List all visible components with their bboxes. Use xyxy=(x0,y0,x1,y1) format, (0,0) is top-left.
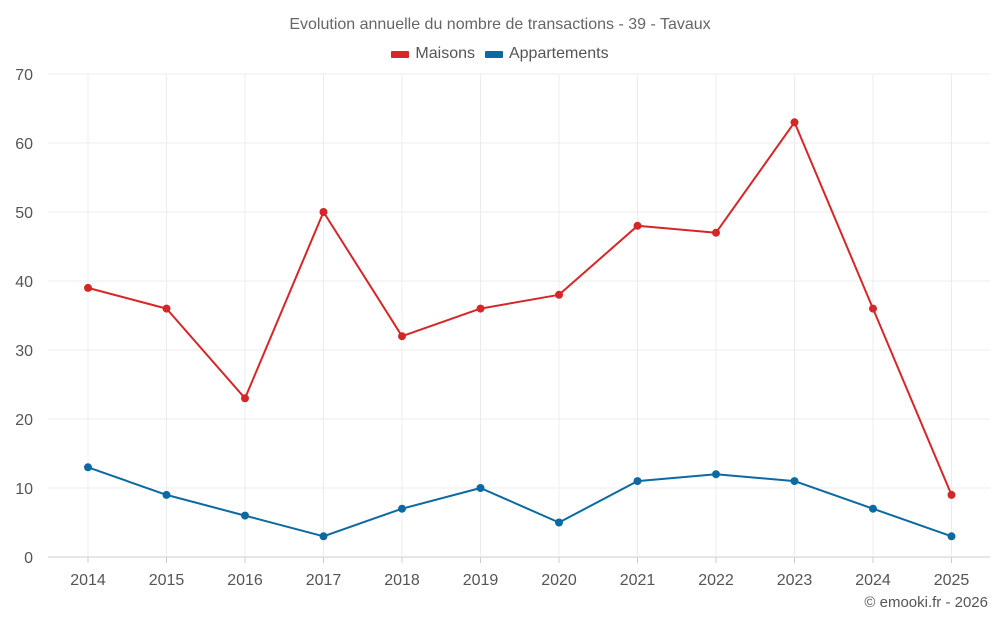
x-tick-label: 2020 xyxy=(541,572,577,589)
data-point-maisons xyxy=(790,118,799,127)
x-tick-label: 2019 xyxy=(463,572,499,589)
legend-swatch-appartements xyxy=(484,50,503,58)
x-tick-label: 2022 xyxy=(698,572,734,589)
data-point-maisons xyxy=(241,394,249,403)
data-point-appartements xyxy=(869,504,877,513)
data-point-maisons xyxy=(555,290,563,299)
data-point-maisons xyxy=(476,304,485,313)
y-tick-label: 20 xyxy=(15,412,33,429)
x-tick-label: 2024 xyxy=(855,572,891,589)
y-tick-label: 0 xyxy=(24,550,33,567)
data-point-appartements xyxy=(319,532,328,541)
y-tick-label: 70 xyxy=(15,67,33,84)
legend-label-appartements: Appartements xyxy=(508,45,609,62)
data-point-appartements xyxy=(84,463,92,472)
y-tick-label: 50 xyxy=(15,205,33,222)
y-tick-label: 40 xyxy=(15,274,33,291)
y-tick-label: 60 xyxy=(15,136,33,153)
data-point-appartements xyxy=(241,511,249,520)
x-tick-label: 2018 xyxy=(384,572,420,589)
x-tick-label: 2017 xyxy=(306,572,342,589)
legend-swatch-maisons xyxy=(391,50,410,58)
data-point-maisons xyxy=(633,221,642,230)
data-point-maisons xyxy=(398,332,406,341)
data-point-appartements xyxy=(947,532,956,541)
x-tick-label: 2015 xyxy=(149,572,185,589)
legend: Maisons Appartements xyxy=(0,45,1000,63)
chart-title: Evolution annuelle du nombre de transact… xyxy=(289,16,711,33)
data-point-appartements xyxy=(555,518,563,527)
data-point-appartements xyxy=(712,470,720,479)
data-point-appartements xyxy=(398,504,406,513)
data-point-appartements xyxy=(162,490,171,499)
data-point-appartements xyxy=(633,477,642,486)
x-tick-label: 2021 xyxy=(620,572,656,589)
series-line-maisons xyxy=(87,121,953,496)
data-point-maisons xyxy=(84,283,92,292)
series-line-appartements xyxy=(87,466,952,538)
copyright-credit: © emooki.fr - 2026 xyxy=(864,594,988,611)
x-tick-label: 2016 xyxy=(227,572,263,589)
y-tick-label: 30 xyxy=(15,343,33,360)
legend-item-appartements[interactable]: Appartements xyxy=(484,45,609,63)
legend-item-maisons[interactable]: Maisons xyxy=(391,45,475,63)
x-tick-label: 2023 xyxy=(777,572,813,589)
data-point-maisons xyxy=(947,490,956,499)
legend-label-maisons: Maisons xyxy=(415,45,475,62)
data-point-maisons xyxy=(712,228,720,237)
x-tick-label: 2025 xyxy=(934,572,970,589)
data-point-maisons xyxy=(319,208,328,216)
data-point-appartements xyxy=(476,484,485,492)
data-point-maisons xyxy=(869,304,877,313)
data-point-appartements xyxy=(790,477,799,486)
x-tick-label: 2014 xyxy=(70,572,106,589)
y-tick-label: 10 xyxy=(15,481,33,498)
data-point-maisons xyxy=(162,304,171,313)
